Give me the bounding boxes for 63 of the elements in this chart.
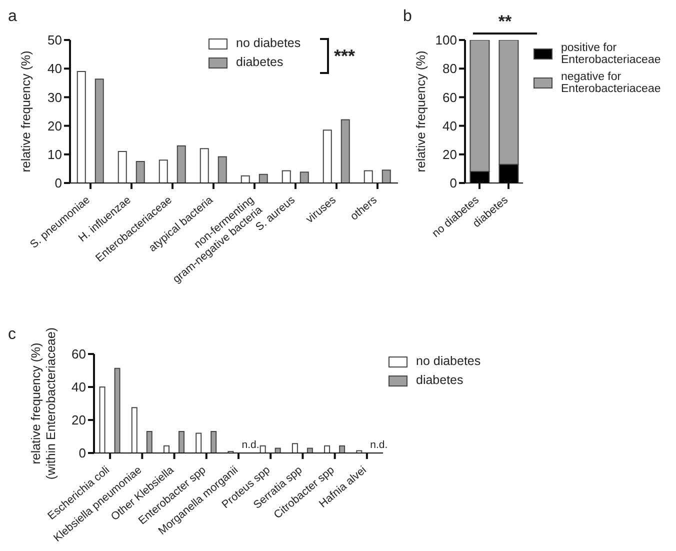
- bar: [178, 431, 184, 453]
- bar: [76, 70, 86, 183]
- bar: [164, 445, 170, 453]
- bar: [94, 78, 104, 183]
- y-tick-label: 20: [48, 118, 62, 134]
- bar: [114, 368, 120, 453]
- y-axis-title: relative frequency (%) (within Enterobacteriaceae): [29, 327, 58, 480]
- annotation: n.d.: [242, 439, 260, 451]
- text: **: [498, 12, 512, 31]
- legend-label: no diabetes: [236, 36, 301, 50]
- bar: [131, 407, 138, 453]
- bar: [200, 148, 209, 183]
- bar: [136, 161, 145, 183]
- legend-label: no diabetes: [416, 354, 481, 368]
- y-tick-label: 10: [48, 147, 62, 162]
- bar: [292, 443, 298, 453]
- y-tick-label: 30: [48, 90, 62, 105]
- chart-title: b: [403, 8, 412, 26]
- bar: [282, 170, 291, 183]
- bar: [356, 450, 362, 453]
- bar: [146, 431, 152, 453]
- y-tick-label: 100: [435, 32, 457, 48]
- y-tick-label: 20: [442, 147, 457, 162]
- bar: [274, 448, 281, 453]
- y-tick-label: 50: [48, 32, 62, 48]
- y-tick-label: 0: [450, 176, 457, 191]
- annotation: n.d.: [370, 439, 388, 451]
- y-tick-label: 20: [72, 412, 86, 428]
- annotation: ***: [334, 46, 356, 67]
- y-tick-label: 40: [48, 61, 62, 76]
- bar: [382, 170, 391, 183]
- bar: [260, 445, 266, 453]
- chart-title: a: [8, 8, 17, 26]
- bar: [364, 170, 373, 183]
- y-tick-label: 40: [442, 118, 457, 134]
- legend-label: negative for Enterobacteriaceae: [561, 71, 662, 95]
- y-axis-title: relative frequency (%): [414, 50, 428, 172]
- chart-title: c: [8, 326, 16, 344]
- legend-label: diabetes: [416, 373, 464, 387]
- bar: [210, 431, 217, 453]
- legend-label: diabetes: [236, 55, 284, 69]
- y-axis-title: relative frequency (%): [19, 50, 33, 172]
- y-tick-label: 40: [72, 380, 86, 395]
- bar: [340, 119, 350, 183]
- y-tick-label: 80: [442, 61, 457, 76]
- bar: [300, 172, 309, 183]
- bar: [324, 445, 330, 453]
- bar: [339, 445, 346, 453]
- bar: [306, 448, 313, 453]
- y-tick-label: 60: [72, 346, 86, 362]
- bar: [322, 130, 332, 183]
- bar: [118, 151, 127, 183]
- y-tick-label: 60: [442, 90, 457, 105]
- bar: [196, 432, 202, 453]
- bar: [240, 175, 250, 183]
- bar: [218, 156, 227, 183]
- bar: [99, 386, 106, 453]
- bar: [158, 160, 168, 183]
- y-tick-label: 0: [78, 446, 86, 461]
- bar: [176, 145, 186, 183]
- y-tick-label: 0: [54, 176, 62, 191]
- bar: [258, 174, 268, 183]
- legend-label: positive for Enterobacteriaceae: [561, 42, 662, 66]
